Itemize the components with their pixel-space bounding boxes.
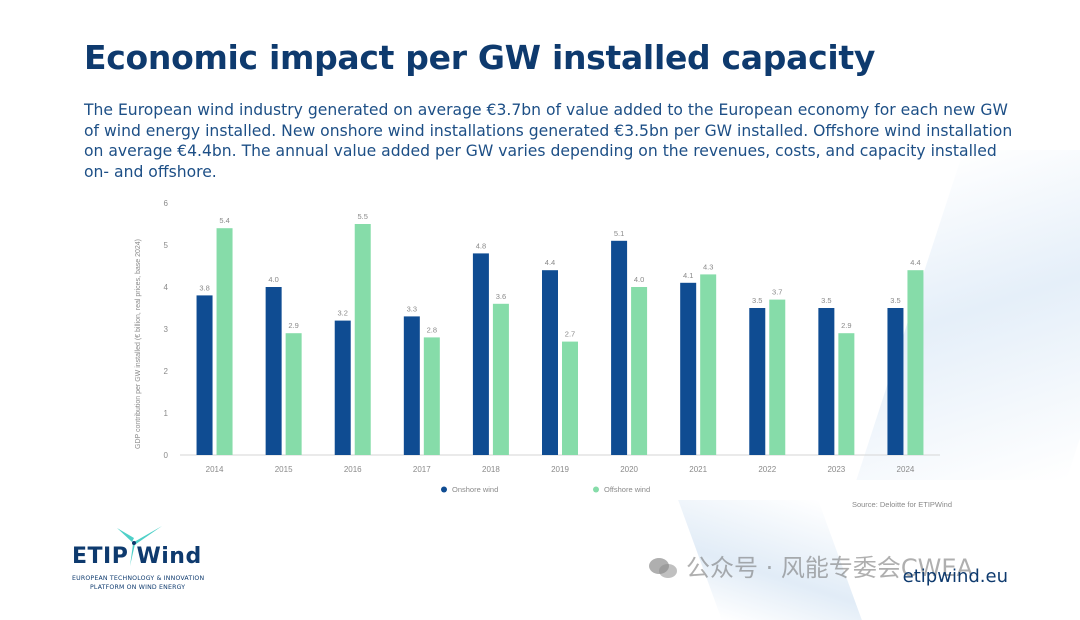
legend-marker-1	[593, 486, 599, 493]
onshore-bar-2023	[818, 308, 835, 455]
onshore-bar-2018	[472, 253, 489, 455]
y-tick-label: 0	[164, 451, 169, 460]
y-tick-label: 2	[164, 367, 169, 376]
etip-wind-logo-icon	[117, 526, 162, 566]
x-tick-label: 2016	[344, 465, 362, 474]
website-link[interactable]: etipwind.eu	[902, 566, 1008, 587]
offshore-bar-2022	[769, 299, 786, 455]
watermark: 公众号 · 风能专委会CWEA	[648, 548, 973, 583]
x-tick-label: 2019	[551, 465, 569, 474]
logo-tagline-1: EUROPEAN TECHNOLOGY & INNOVATION	[72, 575, 205, 582]
onshore-data-label-2020: 5.1	[614, 229, 624, 238]
onshore-data-label-2023: 3.5	[821, 296, 831, 305]
x-tick-label: 2015	[275, 465, 293, 474]
x-tick-label: 2024	[897, 465, 915, 474]
onshore-data-label-2014: 3.8	[199, 283, 209, 292]
onshore-data-label-2016: 3.2	[338, 309, 348, 318]
x-tick-label: 2014	[206, 465, 224, 474]
onshore-data-label-2022: 3.5	[752, 296, 762, 305]
offshore-bar-2019	[562, 341, 578, 455]
offshore-data-label-2014: 5.4	[219, 216, 229, 225]
y-tick-label: 5	[164, 241, 169, 250]
onshore-bar-2020	[611, 240, 628, 455]
onshore-bar-2017	[403, 316, 420, 455]
onshore-bar-2016	[334, 320, 351, 455]
y-tick-label: 6	[164, 199, 169, 208]
offshore-bar-2024	[907, 270, 924, 455]
page-title: Economic impact per GW installed capacit…	[84, 38, 876, 77]
legend-marker-0	[441, 486, 447, 493]
onshore-bar-2015	[265, 287, 282, 455]
y-axis-label: GDP contribution per GW installed (€ bil…	[135, 239, 142, 449]
x-tick-label: 2017	[413, 465, 431, 474]
x-tick-label: 2023	[827, 465, 845, 474]
offshore-bar-2015	[285, 333, 302, 455]
offshore-data-label-2021: 4.3	[703, 262, 713, 271]
offshore-data-label-2023: 2.9	[841, 321, 851, 330]
onshore-bar-2022	[749, 308, 766, 455]
onshore-bar-2021	[680, 282, 697, 455]
offshore-bar-2014	[216, 228, 233, 455]
legend-label-0: Onshore wind	[452, 485, 498, 494]
offshore-bar-2017	[423, 337, 440, 455]
onshore-data-label-2017: 3.3	[407, 304, 417, 313]
x-tick-label: 2021	[689, 465, 707, 474]
source-note: Source: Deloitte for ETIPWind	[852, 500, 952, 509]
y-tick-label: 3	[164, 325, 169, 334]
bar-chart: 0 1 2 3 4 5 6 GDP contribution per GW installed…	[135, 199, 952, 509]
onshore-bar-2019	[542, 270, 558, 455]
onshore-data-label-2015: 4.0	[268, 275, 278, 284]
offshore-data-label-2017: 2.8	[427, 325, 437, 334]
wechat-icon	[649, 558, 677, 578]
x-tick-label: 2018	[482, 465, 500, 474]
onshore-bar-2014	[196, 295, 213, 455]
offshore-data-label-2022: 3.7	[772, 288, 782, 297]
offshore-bar-2018	[492, 303, 509, 455]
onshore-bar-2024	[887, 308, 904, 455]
y-tick-label: 1	[164, 409, 169, 418]
offshore-bar-2021	[700, 274, 717, 455]
logo-tagline-2: PLATFORM ON WIND ENERGY	[90, 584, 186, 591]
onshore-data-label-2019: 4.4	[545, 258, 555, 267]
offshore-data-label-2020: 4.0	[634, 275, 644, 284]
offshore-data-label-2015: 2.9	[288, 321, 298, 330]
onshore-data-label-2018: 4.8	[476, 241, 486, 250]
x-tick-label: 2020	[620, 465, 638, 474]
onshore-data-label-2024: 3.5	[890, 296, 900, 305]
description-text: The European wind industry generated on …	[84, 101, 1013, 181]
offshore-data-label-2019: 2.7	[565, 330, 575, 339]
y-tick-label: 4	[164, 283, 169, 292]
offshore-bar-2016	[354, 224, 371, 455]
offshore-data-label-2018: 3.6	[496, 292, 506, 301]
logo-name: ETIP Wind	[72, 544, 202, 569]
watermark-text: 公众号 · 风能专委会CWEA	[686, 554, 973, 582]
offshore-data-label-2016: 5.5	[358, 212, 368, 221]
offshore-bar-2020	[631, 287, 648, 455]
offshore-data-label-2024: 4.4	[910, 258, 920, 267]
onshore-data-label-2021: 4.1	[683, 271, 693, 280]
x-tick-label: 2022	[758, 465, 776, 474]
offshore-bar-2023	[838, 333, 855, 455]
legend-label-1: Offshore wind	[604, 485, 650, 494]
